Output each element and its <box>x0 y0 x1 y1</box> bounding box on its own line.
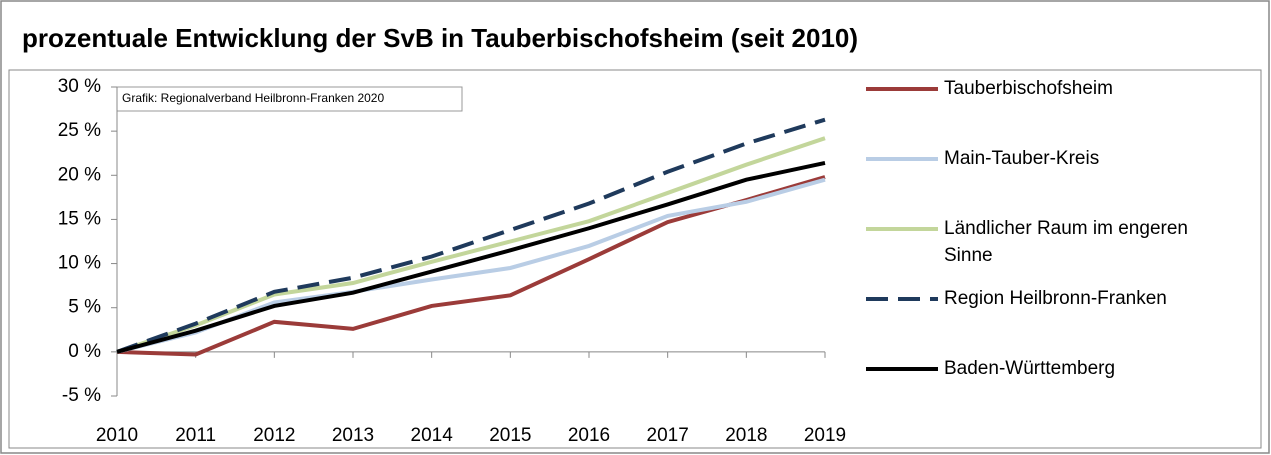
legend-swatch <box>866 297 938 301</box>
annotation-box <box>116 86 463 112</box>
legend-item: Tauberbischofsheim <box>866 75 1229 102</box>
x-tick-label: 2012 <box>253 425 295 446</box>
legend-swatch <box>866 87 938 91</box>
legend-label: Region Heilbronn-Franken <box>944 288 1167 309</box>
series-line <box>116 117 826 354</box>
x-tick-label: 2019 <box>804 425 846 446</box>
series-line <box>116 136 826 354</box>
legend-label: Main-Tauber-Kreis <box>944 148 1100 169</box>
y-tick-label: 25 % <box>58 120 101 141</box>
x-tick-label: 2014 <box>411 425 454 446</box>
y-tick-label: 0 % <box>68 341 101 362</box>
legend-label: Ländlicher Raum im engeren Sinne <box>944 218 1188 266</box>
legend-label: Baden-Württemberg <box>944 358 1116 379</box>
y-tick-label: 30 % <box>58 76 101 97</box>
series-line <box>116 177 826 354</box>
y-tick-label: -5 % <box>62 385 101 406</box>
series-line <box>116 160 826 354</box>
legend-item: Baden-Württemberg <box>866 355 1229 382</box>
x-tick-label: 2018 <box>725 425 767 446</box>
legend-swatch <box>866 367 938 371</box>
x-tick-label: 2016 <box>568 425 610 446</box>
y-tick-label: 15 % <box>58 208 101 229</box>
chart-border <box>8 69 1262 449</box>
x-tick-label: 2017 <box>647 425 689 446</box>
legend-item: Region Heilbronn-Franken <box>866 285 1229 312</box>
y-tick-label: 20 % <box>58 164 101 185</box>
x-tick-label: 2013 <box>332 425 374 446</box>
legend-label: Tauberbischofsheim <box>944 78 1113 99</box>
legend-item: Main-Tauber-Kreis <box>866 145 1229 172</box>
legend-swatch <box>866 227 938 231</box>
legend-item: Ländlicher Raum im engeren Sinne <box>866 215 1229 269</box>
y-tick-label: 10 % <box>58 253 101 274</box>
annotation: Grafik: Regionalverband Heilbronn-Franke… <box>122 91 384 105</box>
x-tick-label: 2015 <box>489 425 531 446</box>
y-tick-label: 5 % <box>68 297 101 318</box>
series-line <box>116 175 826 357</box>
x-tick-label: 2010 <box>96 425 138 446</box>
legend-swatch <box>866 157 938 161</box>
x-tick-label: 2011 <box>175 425 216 446</box>
chart-title: prozentuale Entwicklung der SvB in Taube… <box>22 23 858 53</box>
